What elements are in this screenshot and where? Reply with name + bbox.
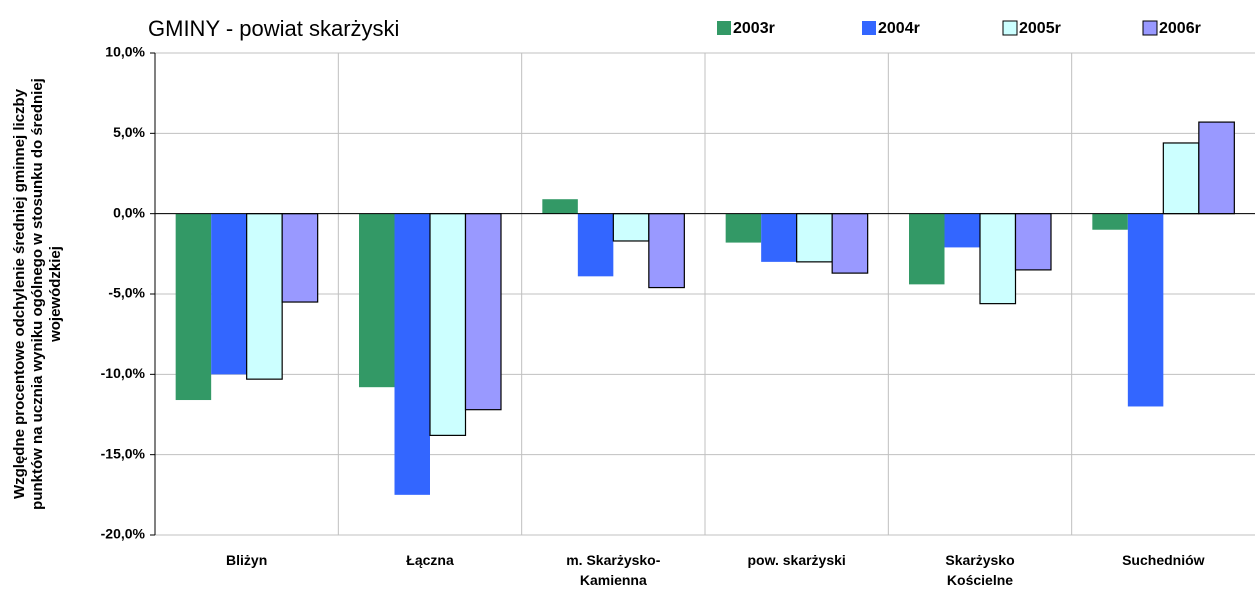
bar bbox=[394, 213, 430, 495]
y-tick-label: 0,0% bbox=[113, 204, 145, 220]
legend-label: 2003r bbox=[733, 20, 775, 37]
legend-label: 2006r bbox=[1159, 20, 1201, 37]
y-axis-label: Względne procentowe odchylenie średniej … bbox=[11, 78, 64, 510]
y-tick-label: -10,0% bbox=[101, 365, 146, 381]
legend-label: 2005r bbox=[1019, 20, 1061, 37]
x-tick-label: Suchedniów bbox=[1122, 552, 1205, 568]
bar bbox=[979, 213, 1017, 305]
bar bbox=[831, 213, 869, 274]
x-tick-label: Łączna bbox=[406, 552, 454, 568]
x-tick-label: pow. skarżyski bbox=[748, 552, 846, 568]
legend-swatch bbox=[1142, 20, 1158, 36]
bar bbox=[648, 213, 685, 289]
x-tick-label: Skarżysko Kościelne bbox=[945, 552, 1014, 588]
bar bbox=[175, 213, 212, 401]
bar bbox=[1198, 121, 1235, 215]
bar bbox=[542, 199, 578, 214]
y-tick-label: -15,0% bbox=[101, 445, 146, 461]
bar bbox=[909, 213, 945, 285]
bar bbox=[429, 213, 467, 436]
legend-swatch bbox=[862, 21, 876, 35]
y-tick-label: 10,0% bbox=[105, 44, 145, 60]
legend-swatch bbox=[1002, 20, 1018, 36]
bar bbox=[944, 213, 980, 248]
bar bbox=[211, 213, 247, 375]
bar bbox=[725, 213, 762, 243]
bar bbox=[1014, 213, 1052, 271]
bar bbox=[359, 213, 395, 388]
y-tick-label: -5,0% bbox=[108, 285, 145, 301]
bar bbox=[577, 213, 614, 277]
x-tick-label: m. Skarżysko-Kamienna bbox=[566, 552, 660, 588]
bar bbox=[612, 213, 650, 242]
legend-label: 2004r bbox=[878, 20, 920, 37]
bar bbox=[1127, 213, 1164, 407]
bar bbox=[281, 213, 319, 303]
bar bbox=[1162, 142, 1200, 215]
chart-title: GMINY - powiat skarżyski bbox=[148, 16, 399, 41]
bar bbox=[246, 213, 283, 380]
bar bbox=[464, 213, 502, 411]
y-tick-label: -20,0% bbox=[101, 526, 146, 542]
bar bbox=[761, 213, 797, 262]
bar bbox=[1092, 213, 1128, 230]
x-tick-label: Bliżyn bbox=[226, 552, 267, 568]
legend-swatch bbox=[717, 21, 731, 35]
bar bbox=[796, 213, 833, 263]
y-tick-label: 5,0% bbox=[113, 124, 145, 140]
